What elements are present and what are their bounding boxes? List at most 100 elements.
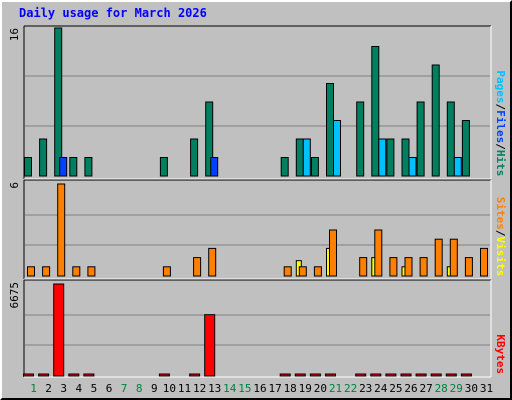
bar-hits-day-1 <box>24 157 32 177</box>
bar-kbytes-day-18 <box>279 373 291 377</box>
bar-kbytes-day-20 <box>309 373 321 377</box>
bar-hits-day-19 <box>295 138 304 177</box>
bar-sites-day-25 <box>389 257 398 277</box>
bar-pages-day-24 <box>378 138 387 177</box>
bar-hits-day-3 <box>54 27 63 177</box>
x-tick-label-11: 11 <box>178 382 191 395</box>
bar-sites-day-4 <box>72 266 81 277</box>
bar-kbytes-day-26 <box>400 373 412 377</box>
x-tick-label-20: 20 <box>314 382 327 395</box>
bar-sites-day-31 <box>480 247 488 277</box>
legend-part-sites: Sites <box>494 197 507 230</box>
legend-part-kbytes: KBytes <box>494 334 507 374</box>
bar-sites-day-21 <box>329 229 337 277</box>
bar-sites-day-12 <box>193 257 202 277</box>
bar-hits-day-12 <box>190 138 199 177</box>
bar-kbytes-day-10 <box>158 373 170 377</box>
bar-sites-day-26 <box>404 257 413 277</box>
bar-sites-day-30 <box>464 257 473 277</box>
bar-sites-day-28 <box>434 238 443 277</box>
x-tick-label-15: 15 <box>238 382 251 395</box>
panel-top-bg <box>24 26 491 179</box>
bar-sites-day-1 <box>27 266 35 277</box>
x-tick-label-16: 16 <box>253 382 266 395</box>
bar-kbytes-day-21 <box>325 373 336 377</box>
x-tick-label-13: 13 <box>208 382 221 395</box>
x-tick-label-22: 22 <box>344 382 357 395</box>
x-tick-label-25: 25 <box>389 382 402 395</box>
bar-hits-day-27 <box>416 101 425 177</box>
bar-kbytes-day-24 <box>370 373 382 377</box>
x-tick-label-7: 7 <box>121 382 128 395</box>
bar-kbytes-day-30 <box>460 373 472 377</box>
panel-bottom-ymax-label: 6675 <box>8 282 21 309</box>
x-tick-label-31: 31 <box>480 382 493 395</box>
bar-hits-day-24 <box>371 46 380 177</box>
bar-kbytes-day-19 <box>294 373 306 377</box>
x-tick-label-14: 14 <box>223 382 237 395</box>
x-tick-label-18: 18 <box>284 382 297 395</box>
x-tick-label-12: 12 <box>193 382 206 395</box>
panel-middle-legend: Sites/Visits <box>494 197 507 276</box>
bar-sites-day-24 <box>374 229 383 277</box>
x-tick-label-24: 24 <box>374 382 388 395</box>
bar-hits-day-5 <box>84 157 93 177</box>
bar-hits-day-2 <box>39 138 48 177</box>
bar-pages-day-19 <box>302 138 311 177</box>
bar-sites-day-29 <box>449 238 458 277</box>
x-tick-label-21: 21 <box>329 382 342 395</box>
legend-part-pages: Pages <box>494 70 507 103</box>
x-tick-label-3: 3 <box>60 382 67 395</box>
bar-kbytes-day-12 <box>189 373 201 377</box>
bar-sites-day-19 <box>298 266 307 277</box>
bar-kbytes-day-1 <box>23 373 34 377</box>
bar-sites-day-2 <box>42 266 51 277</box>
legend-part-files: Files <box>494 110 507 143</box>
x-tick-label-4: 4 <box>75 382 82 395</box>
bar-sites-day-3 <box>57 183 66 277</box>
bar-hits-day-28 <box>431 64 440 177</box>
bar-sites-day-23 <box>359 257 368 277</box>
chart-title: Daily usage for March 2026 <box>19 6 207 20</box>
x-tick-label-30: 30 <box>465 382 478 395</box>
bar-pages-day-21 <box>333 120 341 177</box>
bar-kbytes-day-29 <box>445 373 457 377</box>
bar-hits-day-20 <box>310 157 319 177</box>
x-tick-label-10: 10 <box>163 382 176 395</box>
x-tick-label-29: 29 <box>450 382 463 395</box>
x-tick-label-5: 5 <box>91 382 98 395</box>
bar-hits-day-23 <box>356 101 365 177</box>
bar-kbytes-day-3 <box>53 283 65 377</box>
bar-hits-day-4 <box>69 157 78 177</box>
bar-pages-day-29 <box>453 157 462 177</box>
x-tick-label-2: 2 <box>45 382 52 395</box>
bar-kbytes-day-25 <box>385 373 397 377</box>
bar-hits-day-26 <box>401 138 410 177</box>
x-tick-label-8: 8 <box>136 382 143 395</box>
bar-hits-day-13 <box>205 101 214 177</box>
bar-sites-day-18 <box>283 266 292 277</box>
legend-part-: / <box>494 230 507 237</box>
x-tick-label-23: 23 <box>359 382 372 395</box>
bar-sites-day-27 <box>419 257 428 277</box>
panel-middle-ymax-label: 6 <box>8 182 21 189</box>
legend-part-visits: Visits <box>494 237 507 277</box>
panel-top-legend: Pages/Files/Hits <box>494 70 507 176</box>
x-tick-label-19: 19 <box>299 382 312 395</box>
bar-kbytes-day-2 <box>38 373 50 377</box>
bar-sites-day-13 <box>208 247 217 277</box>
x-tick-label-6: 6 <box>106 382 113 395</box>
legend-part-: / <box>494 104 507 111</box>
bar-kbytes-day-13 <box>204 314 216 377</box>
bar-hits-day-21 <box>326 83 334 177</box>
x-tick-label-17: 17 <box>268 382 281 395</box>
bar-kbytes-day-23 <box>355 373 367 377</box>
bar-hits-day-18 <box>280 157 289 177</box>
bar-hits-day-10 <box>159 157 168 177</box>
bar-kbytes-day-5 <box>83 373 95 377</box>
x-tick-label-28: 28 <box>435 382 448 395</box>
x-tick-label-1: 1 <box>30 382 37 395</box>
bar-kbytes-day-28 <box>430 373 442 377</box>
x-tick-label-9: 9 <box>151 382 158 395</box>
